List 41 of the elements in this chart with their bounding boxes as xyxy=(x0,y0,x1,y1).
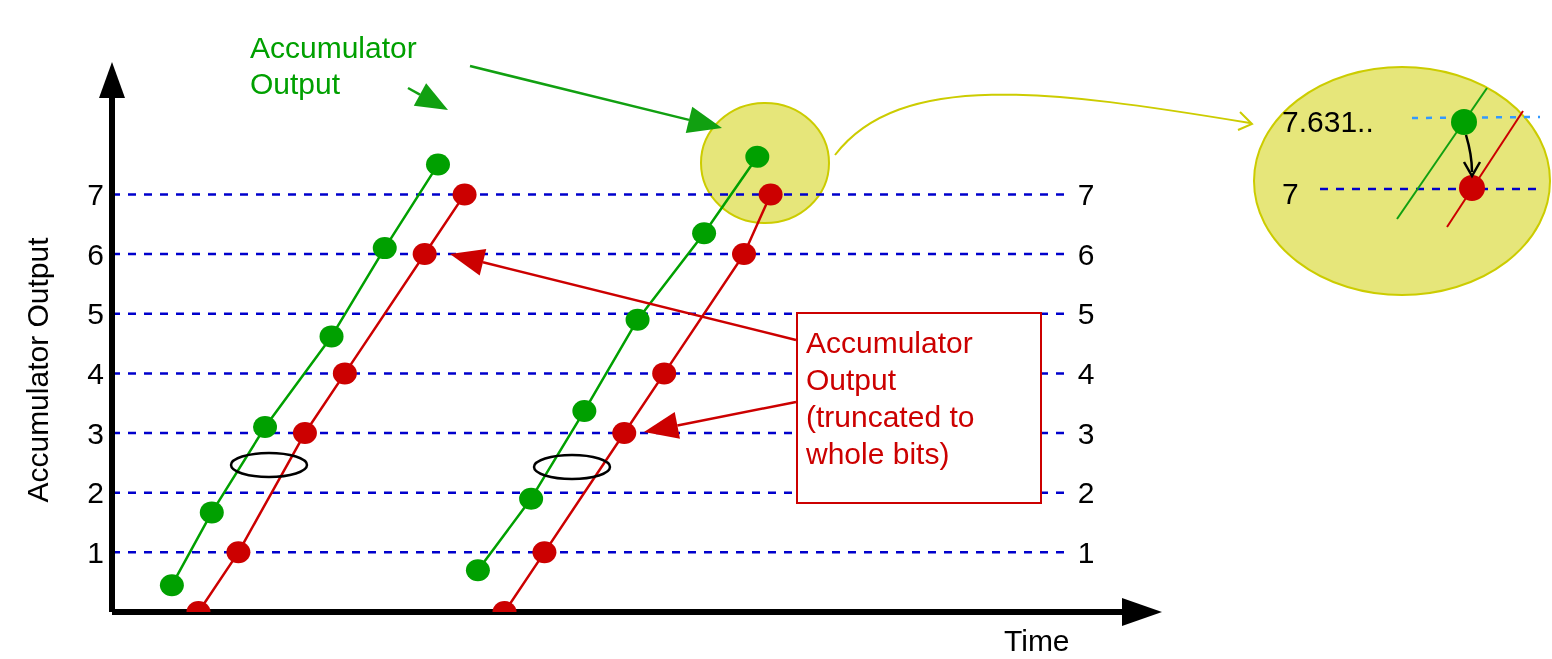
point xyxy=(199,501,224,524)
y-tick-label: 3 xyxy=(87,416,104,450)
y2-tick-label: 2 xyxy=(1077,476,1095,510)
y-tick-label: 2 xyxy=(87,476,104,510)
y-tick-label: 6 xyxy=(87,237,104,271)
magnified-inset: 7.631.. 7 xyxy=(1253,66,1551,296)
y2-tick-label: 6 xyxy=(1077,237,1095,271)
y-tick-label: 4 xyxy=(87,357,104,391)
y-tick-label: 7 xyxy=(87,178,104,212)
point xyxy=(319,325,344,348)
y-tick-label: 1 xyxy=(87,535,104,569)
point xyxy=(226,541,251,564)
x-axis-title: Time xyxy=(1004,624,1070,658)
y2-tick-label: 3 xyxy=(1077,416,1095,450)
point xyxy=(652,362,677,385)
legend-label: Accumulator Output (truncated to whole bits) xyxy=(796,312,1042,504)
point xyxy=(425,153,450,176)
y2-tick-label: 1 xyxy=(1077,535,1095,569)
y-axis-title: Accumulator Output xyxy=(21,237,55,503)
series-label: Accumulator Output xyxy=(250,30,418,102)
point xyxy=(625,308,650,331)
point xyxy=(332,362,357,385)
point xyxy=(758,183,783,206)
point xyxy=(732,243,757,266)
y2-tick-label: 7 xyxy=(1077,178,1095,212)
point xyxy=(572,399,597,422)
point xyxy=(692,222,717,245)
point xyxy=(519,487,544,510)
point xyxy=(532,541,557,564)
point xyxy=(745,145,770,168)
y2-tick-label: 5 xyxy=(1077,297,1095,331)
point xyxy=(465,559,490,582)
point xyxy=(159,574,184,597)
point xyxy=(612,422,637,445)
point xyxy=(452,183,477,206)
point xyxy=(372,237,397,260)
point xyxy=(412,243,437,266)
y2-tick-label: 4 xyxy=(1077,357,1095,391)
point xyxy=(292,422,317,445)
y-tick-label: 5 xyxy=(87,297,104,331)
point xyxy=(253,416,278,439)
